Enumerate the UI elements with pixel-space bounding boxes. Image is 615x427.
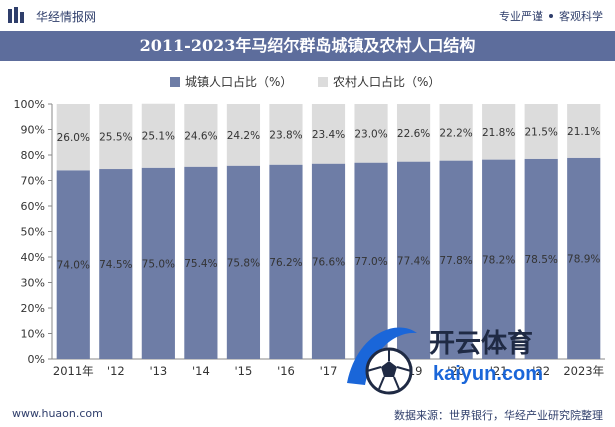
bar-rural [226,104,261,166]
bar-urban [269,164,303,359]
y-tick-label: 70% [21,175,45,188]
bar-rural [269,104,303,165]
legend-label-urban: 城镇人口占比（%） [185,75,293,89]
bar-urban [396,161,431,359]
data-label-urban: 76.6% [312,256,345,268]
bar-rural [311,104,346,164]
y-tick-label: 10% [21,328,45,341]
bar-urban [524,158,558,359]
data-label-urban: 75.0% [142,258,175,270]
data-label-rural: 21.8% [482,127,515,139]
bar-rural [567,104,601,158]
y-tick-label: 60% [21,200,45,213]
y-tick-label: 80% [21,149,45,162]
x-tick-label: '13 [149,364,167,378]
y-tick-label: 90% [21,124,45,137]
data-label-rural: 24.6% [184,130,217,142]
bar-urban [226,165,261,359]
data-label-urban: 75.8% [227,257,260,269]
data-label-rural: 22.2% [439,127,472,139]
legend-swatch-urban [170,77,180,87]
soccer-ball-logo-icon [347,327,417,395]
y-tick-label: 100% [14,98,45,111]
data-label-rural: 25.5% [99,132,132,144]
data-label-urban: 77.0% [354,256,387,268]
y-tick-label: 30% [21,277,45,290]
bar-rural [482,104,516,160]
data-label-urban: 74.0% [57,260,90,272]
separator-dot-icon [549,14,553,18]
bar-urban [141,167,175,359]
data-label-urban: 75.4% [184,258,217,270]
bar-rural [524,104,558,159]
bar-urban [311,163,346,359]
data-label-rural: 22.6% [397,128,430,140]
bar-rural [396,104,431,162]
data-label-urban: 78.5% [525,254,558,266]
x-tick-label: '14 [192,364,210,378]
data-label-urban: 77.8% [439,255,472,267]
legend-label-rural: 农村人口占比（%） [333,75,441,89]
data-label-urban: 78.2% [482,254,515,266]
legend-item-urban: 城镇人口占比（%） [170,73,292,90]
bar-rural [141,103,175,168]
bar-urban [184,166,218,359]
bar-urban [482,159,516,359]
data-label-urban: 76.2% [269,257,302,269]
x-tick-label: '21 [490,364,508,378]
watermark: 开云体育 kaiyun.com [337,313,607,405]
bar-urban [567,157,601,359]
huaon-logo-icon [8,7,24,23]
y-tick-label: 0% [28,353,45,366]
footer-site-link[interactable]: www.huaon.com [12,407,103,420]
x-tick-label: '22 [532,364,550,378]
bar-rural [439,104,473,161]
data-label-rural: 21.5% [525,126,558,138]
data-label-urban: 78.9% [567,253,600,265]
x-tick-label: '17 [320,364,338,378]
bar-rural [354,104,388,163]
bar-urban [56,170,90,359]
bar-urban [354,162,388,359]
data-label-rural: 23.8% [269,129,302,141]
bar-rural [56,104,90,171]
bar-urban [439,160,473,359]
data-label-urban: 74.5% [99,259,132,271]
chart-legend: 城镇人口占比（%） 农村人口占比（%） [0,71,615,91]
data-label-urban: 77.4% [397,255,430,267]
bar-rural [99,104,133,170]
stacked-bar-chart: 0% 10% 20% 30% 40% 50% 60% 70% 80% 90% 100% 74.0% 26… [14,98,605,378]
data-label-rural: 24.2% [227,130,260,142]
x-tick-label: '12 [107,364,125,378]
legend-swatch-rural [318,77,328,87]
x-tick-label: '16 [277,364,295,378]
data-label-rural: 26.0% [57,132,90,144]
slogan-left: 专业严谨 [499,10,543,23]
watermark-brand: 开云体育 [429,329,534,359]
slogan-right: 客观科学 [559,10,603,23]
y-tick-label: 20% [21,302,45,315]
data-label-rural: 25.1% [142,131,175,143]
bar-rural [184,104,218,167]
footer: www.huaon.com 数据来源：世界银行，华经产业研究院整理 [0,403,615,427]
y-tick-label: 50% [21,226,45,239]
watermark-url: kaiyun.com [433,363,544,385]
x-tick-label: '20 [447,364,465,378]
x-tick-label: '15 [235,364,253,378]
data-source: 数据来源：世界银行，华经产业研究院整理 [394,409,603,422]
x-tick-label: 2023年 [563,364,604,378]
y-tick-label: 40% [21,251,45,264]
x-tick-label: 2011年 [53,364,94,378]
data-label-rural: 21.1% [567,126,600,138]
data-label-rural: 23.4% [312,129,345,141]
chart-title: 2011-2023年马绍尔群岛城镇及农村人口结构 [0,31,615,61]
data-label-rural: 23.0% [354,128,387,140]
top-bar: 华经情报网 专业严谨 客观科学 [0,0,615,30]
bar-urban [99,169,133,359]
brand-name: 华经情报网 [36,10,97,24]
legend-item-rural: 农村人口占比（%） [318,73,440,90]
slogan: 专业严谨 客观科学 [499,8,603,24]
